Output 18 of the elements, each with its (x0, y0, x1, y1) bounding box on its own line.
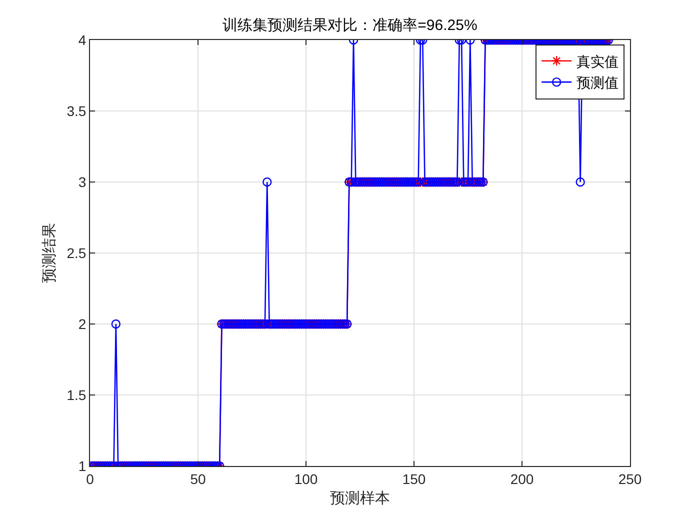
y-tick-label: 1 (78, 458, 86, 474)
x-tick-label: 200 (510, 470, 534, 487)
y-tick-label: 1.5 (66, 386, 86, 403)
y-tick-label: 4 (78, 32, 86, 48)
x-axis-title: 预测样本 (330, 490, 390, 507)
y-tick-label: 2 (78, 316, 86, 332)
y-tick-label: 3 (78, 174, 86, 190)
y-tick-label: 2.5 (66, 244, 86, 261)
chart-title: 训练集预测结果对比：准确率=96.25% (222, 17, 478, 34)
y-tick-label: 3.5 (66, 102, 86, 119)
x-tick-label: 0 (86, 470, 94, 487)
x-tick-label: 100 (294, 470, 318, 487)
x-tick-label: 50 (190, 470, 206, 487)
legend-label: 预测值 (576, 74, 619, 91)
legend-label: 真实值 (576, 53, 619, 70)
x-tick-label: 250 (618, 470, 642, 487)
x-tick-label: 150 (402, 470, 426, 487)
y-axis-title: 预测结果 (40, 223, 58, 283)
